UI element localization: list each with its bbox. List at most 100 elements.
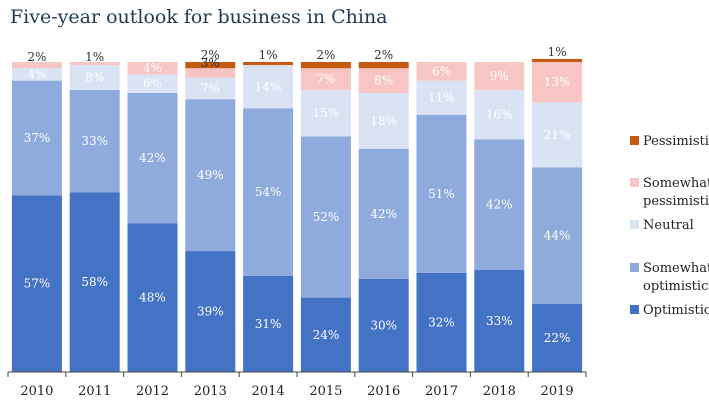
data-label-neutral-2010: 4%	[27, 67, 46, 81]
bar-segment-pessimistic-2013	[185, 62, 236, 69]
data-label-neutral-2011: 8%	[85, 71, 104, 85]
bar-segment-somewhat-pessimistic-2011	[69, 62, 120, 66]
bar-segment-pessimistic-2015	[300, 62, 351, 69]
legend-swatch-somewhat-optimistic	[630, 263, 639, 272]
data-label-optimistic-2010: 57%	[24, 277, 51, 291]
legend-label-somewhat-optimistic: optimistic	[643, 279, 708, 294]
data-label-somewhat-optimistic-2011: 33%	[81, 134, 108, 148]
bar-segment-somewhat-pessimistic-2010	[11, 62, 62, 69]
bar-segment-neutral-2014	[243, 65, 294, 109]
bar-segment-neutral-2010	[11, 68, 62, 81]
bar-segment-somewhat-optimistic-2019	[532, 167, 583, 304]
data-label-somewhat-pessimistic-2011: 1%	[85, 50, 104, 64]
data-label-somewhat-optimistic-2010: 37%	[24, 131, 51, 145]
legend-swatch-neutral	[630, 220, 639, 229]
legend-swatch-optimistic	[630, 305, 639, 314]
data-label-somewhat-optimistic-2019: 44%	[544, 229, 571, 243]
bar-segment-neutral-2011	[69, 65, 120, 90]
bar-segment-somewhat-optimistic-2014	[243, 108, 294, 276]
data-label-optimistic-2015: 24%	[313, 328, 340, 342]
bar-segment-optimistic-2010	[11, 195, 62, 372]
bar-segment-optimistic-2013	[185, 251, 236, 372]
chart-title: Five-year outlook for business in China	[10, 6, 388, 28]
bar-segment-somewhat-optimistic-2012	[127, 93, 178, 224]
bar-segment-somewhat-pessimistic-2016	[358, 68, 409, 93]
bar-segment-optimistic-2015	[300, 297, 351, 372]
data-label-neutral-2015: 15%	[313, 106, 340, 120]
bar-segment-optimistic-2012	[127, 223, 178, 372]
data-label-somewhat-pessimistic-2013: 3%	[201, 56, 220, 70]
data-label-neutral-2017: 11%	[428, 91, 455, 105]
data-label-neutral-2012: 6%	[143, 77, 162, 91]
x-tick-label-2016: 2016	[367, 384, 400, 399]
bar-segment-somewhat-pessimistic-2013	[185, 68, 236, 78]
x-tick-label-2013: 2013	[194, 384, 227, 399]
data-label-somewhat-optimistic-2017: 51%	[428, 187, 455, 201]
data-label-optimistic-2012: 48%	[139, 291, 166, 305]
data-label-pessimistic-2015: 2%	[316, 48, 335, 62]
bar-segment-somewhat-optimistic-2013	[185, 99, 236, 252]
legend-swatch-pessimistic	[630, 136, 639, 145]
bar-segment-optimistic-2016	[358, 279, 409, 372]
legend-label-optimistic: Optimistic	[643, 303, 709, 318]
data-label-somewhat-pessimistic-2019: 13%	[544, 75, 571, 89]
bar-segment-somewhat-pessimistic-2012	[127, 62, 178, 75]
bar-segment-pessimistic-2019	[532, 58, 583, 62]
bar-segment-neutral-2019	[532, 102, 583, 168]
bar-segment-optimistic-2019	[532, 303, 583, 372]
data-label-optimistic-2019: 22%	[544, 331, 571, 345]
bar-segment-somewhat-optimistic-2010	[11, 80, 62, 196]
bar-segment-somewhat-pessimistic-2019	[532, 62, 583, 103]
bar-segment-optimistic-2017	[416, 272, 467, 372]
data-label-optimistic-2011: 58%	[81, 275, 108, 289]
data-label-optimistic-2013: 39%	[197, 305, 224, 319]
bar-segment-pessimistic-2014	[243, 62, 294, 66]
bar-segment-somewhat-pessimistic-2018	[474, 62, 525, 90]
bar-segment-neutral-2016	[358, 93, 409, 149]
bar-segment-pessimistic-2016	[358, 62, 409, 69]
data-label-neutral-2018: 16%	[486, 108, 513, 122]
bar-segment-neutral-2015	[300, 89, 351, 137]
data-label-somewhat-pessimistic-2012: 4%	[143, 61, 162, 75]
legend-label-neutral: Neutral	[643, 218, 694, 233]
data-label-pessimistic-2019: 1%	[548, 45, 567, 59]
bar-segment-neutral-2012	[127, 74, 178, 93]
x-tick-label-2010: 2010	[20, 384, 53, 399]
x-tick-label-2012: 2012	[136, 384, 169, 399]
bar-segment-somewhat-optimistic-2016	[358, 148, 409, 279]
data-label-neutral-2014: 14%	[255, 80, 282, 94]
data-label-neutral-2016: 18%	[370, 114, 397, 128]
data-label-optimistic-2017: 32%	[428, 315, 455, 329]
data-label-somewhat-pessimistic-2016: 8%	[374, 74, 393, 88]
bar-segment-somewhat-pessimistic-2015	[300, 68, 351, 90]
data-label-somewhat-pessimistic-2017: 6%	[432, 64, 451, 78]
x-tick-label-2018: 2018	[483, 384, 516, 399]
data-label-somewhat-pessimistic-2015: 7%	[316, 72, 335, 86]
data-label-optimistic-2018: 33%	[486, 314, 513, 328]
data-label-neutral-2019: 21%	[544, 128, 571, 142]
legend-label-somewhat-pessimistic: Somewhat	[643, 176, 709, 191]
data-label-optimistic-2016: 30%	[370, 319, 397, 333]
bar-segment-neutral-2013	[185, 77, 236, 100]
data-label-somewhat-optimistic-2014: 54%	[255, 185, 282, 199]
x-tick-label-2017: 2017	[425, 384, 458, 399]
data-label-somewhat-pessimistic-2018: 9%	[490, 69, 509, 83]
data-label-somewhat-optimistic-2012: 42%	[139, 151, 166, 165]
bar-segment-neutral-2018	[474, 89, 525, 140]
bar-segment-somewhat-optimistic-2018	[474, 139, 525, 270]
data-label-somewhat-optimistic-2016: 42%	[370, 207, 397, 221]
legend-label-pessimistic: Pessimistic	[643, 134, 709, 149]
legend-swatch-somewhat-pessimistic	[630, 178, 639, 187]
bar-segment-optimistic-2011	[69, 192, 120, 372]
data-label-optimistic-2014: 31%	[255, 317, 282, 331]
data-label-pessimistic-2014: 1%	[259, 48, 278, 62]
data-label-pessimistic-2013: 2%	[201, 48, 220, 62]
data-label-somewhat-optimistic-2018: 42%	[486, 198, 513, 212]
bar-segment-optimistic-2018	[474, 269, 525, 372]
bar-segment-neutral-2017	[416, 80, 467, 115]
bar-segment-optimistic-2014	[243, 275, 294, 372]
data-label-somewhat-optimistic-2013: 49%	[197, 168, 224, 182]
legend-label-somewhat-pessimistic: pessimistic	[643, 194, 709, 209]
x-tick-label-2019: 2019	[541, 384, 574, 399]
